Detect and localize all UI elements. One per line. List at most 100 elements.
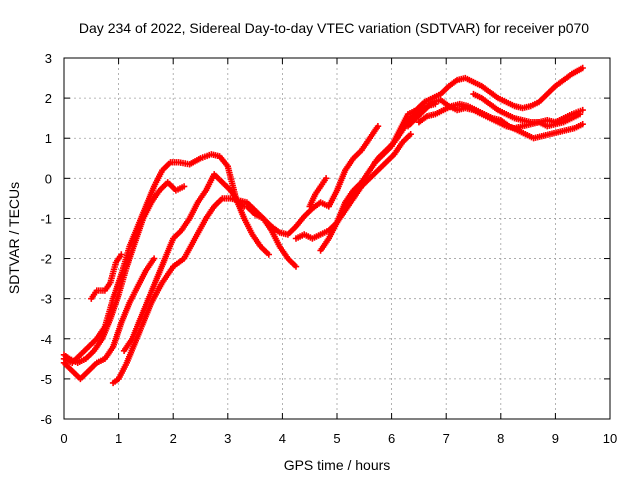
- data-point: [464, 76, 467, 80]
- data-point: [324, 177, 328, 180]
- data-point: [447, 84, 451, 88]
- data-point: [161, 281, 164, 284]
- data-point: [303, 233, 306, 236]
- data-point: [79, 353, 82, 356]
- y-tick-labels: -6 -5 -4 -3 -2 -1 0 1 2 3: [40, 51, 52, 427]
- data-point: [267, 253, 270, 256]
- data-point: [76, 361, 79, 364]
- data-point: [496, 96, 500, 100]
- y-tick-label: -6: [40, 412, 52, 427]
- data-point: [425, 115, 429, 118]
- data-point: [554, 84, 557, 88]
- data-point: [62, 353, 66, 356]
- data-point: [327, 205, 330, 208]
- data-point: [532, 137, 535, 140]
- data-point: [335, 221, 339, 224]
- series-arc-6: [120, 171, 248, 354]
- data-point: [103, 357, 107, 360]
- data-point: [455, 78, 459, 82]
- y-tick-label: 0: [45, 171, 52, 186]
- data-point: [360, 149, 363, 152]
- data-point: [92, 349, 96, 352]
- data-point: [513, 104, 516, 108]
- series-arc-8: [306, 175, 330, 210]
- data-point: [262, 217, 265, 220]
- data-point: [62, 361, 66, 364]
- data-point: [95, 289, 99, 292]
- data-point: [182, 257, 186, 260]
- data-point: [423, 108, 426, 112]
- data-point: [229, 189, 232, 192]
- data-point: [158, 189, 161, 192]
- x-tick-label: 9: [552, 431, 559, 446]
- x-tick-label: 8: [497, 431, 504, 446]
- data-point: [163, 257, 167, 260]
- data-point: [319, 249, 322, 252]
- data-point: [308, 205, 311, 208]
- data-point: [87, 369, 90, 373]
- x-tick-label: 2: [170, 431, 177, 446]
- x-tick-label: 5: [333, 431, 340, 446]
- data-point: [562, 117, 565, 120]
- data-point: [368, 177, 371, 180]
- data-point: [319, 233, 322, 236]
- x-tick-label: 6: [388, 431, 395, 446]
- data-point: [278, 245, 281, 248]
- data-point: [270, 225, 273, 228]
- data-point: [182, 185, 186, 188]
- data-point: [286, 257, 290, 260]
- data-point: [109, 317, 112, 320]
- y-tick-label: 3: [45, 51, 52, 66]
- data-point: [136, 285, 139, 288]
- data-point: [415, 108, 418, 112]
- data-point: [144, 269, 148, 272]
- data-point: [431, 96, 434, 100]
- data-point: [221, 181, 224, 184]
- x-tick-label: 4: [279, 431, 286, 446]
- data-point: [311, 207, 314, 210]
- data-point: [521, 119, 524, 122]
- data-point: [450, 104, 453, 108]
- series-arc-14: [470, 90, 584, 130]
- data-point: [294, 237, 298, 240]
- series-arc-5: [109, 195, 300, 387]
- data-point: [570, 72, 573, 76]
- series-arc-13: [415, 100, 586, 142]
- data-point: [384, 161, 388, 164]
- data-point: [142, 321, 145, 324]
- data-point: [562, 78, 565, 82]
- data-point: [150, 301, 153, 304]
- data-point: [237, 201, 240, 204]
- data-point: [344, 169, 347, 172]
- data-point: [101, 337, 104, 340]
- data-point: [480, 96, 483, 100]
- data-point: [505, 100, 508, 104]
- data-point: [505, 113, 508, 116]
- data-point: [303, 215, 306, 218]
- data-point: [327, 229, 330, 232]
- x-axis-label: GPS time / hours: [284, 457, 391, 473]
- x-tick-label: 10: [603, 431, 617, 446]
- data-point: [133, 341, 137, 344]
- data-point: [499, 119, 502, 122]
- x-tick-label: 3: [224, 431, 231, 446]
- data-point: [352, 189, 355, 192]
- data-point: [409, 133, 412, 136]
- y-tick-label: -1: [40, 211, 52, 226]
- data-point: [204, 189, 208, 192]
- y-tick-label: -2: [40, 252, 52, 267]
- data-point: [95, 361, 99, 364]
- data-point: [294, 225, 298, 228]
- data-point: [278, 231, 281, 234]
- data-point: [466, 104, 470, 108]
- data-point: [111, 381, 115, 385]
- data-point: [319, 201, 322, 204]
- data-point: [125, 361, 128, 364]
- series-arc-3: [88, 251, 125, 302]
- data-point: [548, 133, 552, 136]
- data-point: [573, 127, 576, 130]
- data-point: [87, 345, 90, 348]
- data-point: [524, 133, 527, 136]
- data-point: [259, 245, 262, 248]
- data-point: [406, 113, 410, 116]
